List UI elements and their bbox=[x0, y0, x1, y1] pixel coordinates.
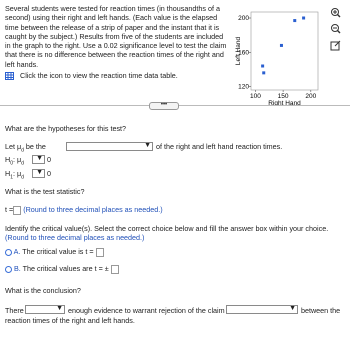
question: What are the hypotheses for this test? bbox=[5, 124, 127, 133]
there: There bbox=[5, 306, 24, 315]
y-tick-label: 120 bbox=[238, 84, 249, 91]
dropdown[interactable] bbox=[32, 155, 45, 164]
text: d bbox=[21, 174, 24, 181]
y-tick-label: 160 bbox=[238, 49, 249, 56]
x-axis-label: Right Hand bbox=[268, 100, 301, 106]
data-link[interactable]: Click the icon to view the reaction time… bbox=[5, 71, 178, 81]
scatter-plot: 120 160 200 100 150 200 Right Hand Left Hand bbox=[235, 11, 319, 106]
text: d bbox=[21, 160, 24, 167]
text: t = bbox=[5, 205, 14, 214]
h1: H1: μd bbox=[5, 169, 24, 180]
choice-b[interactable]: B. The critical values are t = ± bbox=[5, 264, 119, 274]
expand-button[interactable]: ••• bbox=[149, 102, 179, 110]
text: 0 bbox=[10, 160, 13, 167]
point bbox=[261, 64, 265, 68]
input-box[interactable] bbox=[95, 247, 104, 257]
question: Identify the critical value(s). Select t… bbox=[5, 224, 329, 233]
text: The critical value is t = bbox=[22, 247, 94, 256]
let-suffix: of the right and left hand reaction time… bbox=[156, 142, 283, 151]
end-text: reaction times of the right and left han… bbox=[5, 316, 135, 325]
text: : μ bbox=[12, 169, 22, 178]
y-tick-label: 200 bbox=[238, 15, 249, 22]
text: H bbox=[5, 155, 11, 164]
problem-text: Several students were tested for reactio… bbox=[5, 4, 227, 69]
t-row: t = (Round to three decimal places as ne… bbox=[5, 205, 163, 215]
text: 1 bbox=[10, 174, 13, 181]
dropdown[interactable] bbox=[66, 142, 153, 151]
table-icon bbox=[5, 72, 14, 81]
plot-frame bbox=[250, 11, 319, 91]
point bbox=[293, 19, 297, 23]
zoom-in[interactable] bbox=[331, 8, 341, 18]
text: d bbox=[21, 147, 24, 154]
text: B. bbox=[14, 264, 21, 273]
h0-value: 0 bbox=[47, 155, 51, 164]
plot-tools bbox=[330, 8, 341, 51]
dropdown[interactable] bbox=[226, 305, 298, 314]
radio[interactable] bbox=[5, 265, 12, 273]
h0: H0: μd bbox=[5, 155, 24, 166]
text: : μ bbox=[12, 155, 22, 164]
x-tick-label: 150 bbox=[278, 93, 289, 100]
point bbox=[279, 43, 283, 47]
hint: (Round to three decimal places as needed… bbox=[5, 233, 145, 242]
radio[interactable] bbox=[5, 248, 12, 256]
x-tick-label: 200 bbox=[305, 93, 316, 100]
claim: enough evidence to warrant rejection of … bbox=[68, 306, 265, 315]
let-text: Let μd be the bbox=[5, 142, 46, 153]
text: The critical values are t = ± bbox=[22, 264, 109, 273]
text: Let μ bbox=[5, 142, 22, 151]
open-external[interactable] bbox=[330, 40, 341, 51]
between: between the bbox=[301, 306, 341, 315]
y-axis-label: Left Hand bbox=[235, 37, 242, 66]
text: be the bbox=[23, 142, 46, 151]
input-box[interactable] bbox=[110, 264, 119, 274]
link-text[interactable]: Click the icon to view the reaction time… bbox=[20, 71, 178, 80]
input-box[interactable] bbox=[13, 205, 22, 215]
point bbox=[302, 16, 306, 20]
choice-a[interactable]: A. The critical value is t = bbox=[5, 247, 104, 257]
dropdown[interactable] bbox=[25, 305, 65, 314]
text: A. bbox=[13, 247, 21, 256]
point bbox=[262, 71, 266, 75]
question: What is the conclusion? bbox=[5, 286, 81, 295]
text: H bbox=[5, 169, 11, 178]
hint: (Round to three decimal places as needed… bbox=[23, 205, 163, 214]
question: What is the test statistic? bbox=[5, 187, 85, 196]
dropdown[interactable] bbox=[32, 169, 45, 178]
h1-value: 0 bbox=[47, 169, 51, 178]
zoom-out[interactable] bbox=[331, 24, 341, 34]
x-tick-label: 100 bbox=[250, 93, 261, 100]
